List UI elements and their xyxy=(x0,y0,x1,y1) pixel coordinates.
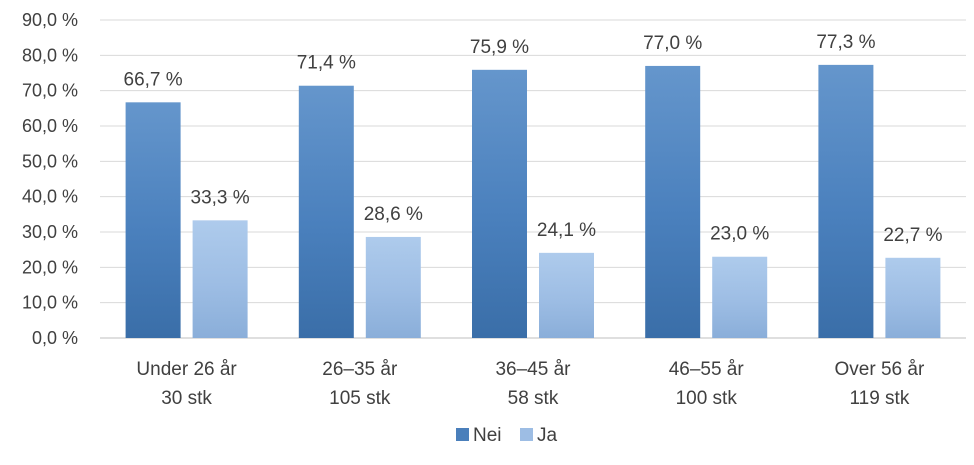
category-label: Under 26 år xyxy=(136,359,237,380)
data-label: 23,0 % xyxy=(710,224,769,245)
y-tick-label: 90,0 % xyxy=(22,10,78,30)
data-labels: 66,7 % 33,3 % 71,4 % 28,6 % 75,9 % 24,1 % 77,0… xyxy=(124,32,943,246)
bar-nei-2 xyxy=(298,85,354,338)
data-label: 77,3 % xyxy=(816,32,875,53)
y-axis: 0,0 % 10,0 % 20,0 % 30,0 % 40,0 % 50,0 % 60,0 … xyxy=(22,10,78,348)
bar-nei-3 xyxy=(472,69,527,338)
category-count-label: 30 stk xyxy=(161,388,212,409)
y-tick-label: 50,0 % xyxy=(22,151,78,171)
category-label: 46–55 år xyxy=(669,359,745,380)
category-count-label: 119 stk xyxy=(849,388,909,409)
bar-nei-5 xyxy=(818,64,874,338)
y-tick-label: 40,0 % xyxy=(22,187,78,207)
data-label: 33,3 % xyxy=(191,187,250,208)
y-tick-label: 70,0 % xyxy=(22,81,78,101)
data-label: 66,7 % xyxy=(124,69,183,90)
y-tick-label: 60,0 % xyxy=(22,116,78,136)
legend-label-ja: Ja xyxy=(537,425,558,446)
x-axis: Under 26 år 30 stk 26–35 år 105 stk 36–45 år… xyxy=(136,359,925,409)
bar-ja-1 xyxy=(192,220,248,338)
y-tick-label: 30,0 % xyxy=(22,222,78,242)
y-tick-label: 0,0 % xyxy=(32,328,78,348)
y-tick-label: 10,0 % xyxy=(22,293,78,313)
bar-ja-2 xyxy=(365,236,421,338)
bar-ja-3 xyxy=(539,252,594,338)
category-label: 26–35 år xyxy=(322,359,398,380)
bars xyxy=(125,64,941,339)
bar-ja-4 xyxy=(712,256,768,338)
data-label: 71,4 % xyxy=(297,53,356,74)
data-label: 75,9 % xyxy=(470,37,529,58)
category-count-label: 100 stk xyxy=(676,388,738,409)
data-label: 24,1 % xyxy=(537,220,596,241)
legend: Nei Ja xyxy=(456,425,558,446)
bar-nei-4 xyxy=(645,65,701,338)
category-count-label: 58 stk xyxy=(508,388,559,409)
y-tick-label: 20,0 % xyxy=(22,257,78,277)
legend-label-nei: Nei xyxy=(473,425,502,446)
bar-ja-5 xyxy=(885,257,941,338)
y-tick-label: 80,0 % xyxy=(22,45,78,65)
category-label: Over 56 år xyxy=(835,359,925,380)
data-label: 28,6 % xyxy=(364,204,423,225)
data-label: 77,0 % xyxy=(643,33,702,54)
legend-swatch-ja xyxy=(520,428,533,441)
category-label: 36–45 år xyxy=(495,359,571,380)
bar-nei-1 xyxy=(125,102,181,339)
category-count-label: 105 stk xyxy=(329,388,391,409)
legend-swatch-nei xyxy=(456,428,469,441)
data-label: 22,7 % xyxy=(883,225,942,246)
